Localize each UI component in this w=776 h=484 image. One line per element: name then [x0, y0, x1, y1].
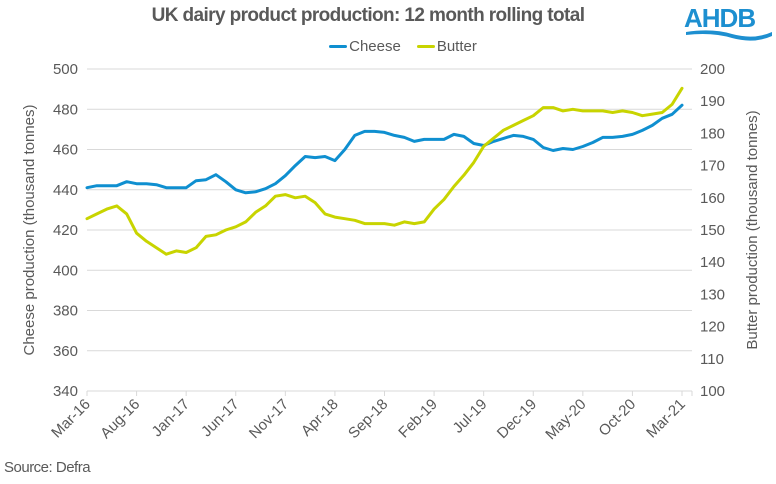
series-line-cheese	[85, 103, 684, 195]
y-right-tick-label: 180	[700, 125, 725, 142]
legend-item-butter[interactable]: Butter	[416, 38, 477, 55]
logo-text: AHDB	[684, 3, 755, 33]
x-tick-label: Dec-19	[494, 396, 540, 442]
x-tick-label: May-20	[542, 396, 589, 443]
legend-swatch-cheese	[329, 45, 348, 48]
x-tick-label: Sep-18	[345, 396, 391, 442]
y-right-tick-label: 130	[700, 286, 725, 303]
x-tick-label: Jun-17	[198, 396, 242, 440]
y-right-tick-label: 150	[700, 222, 725, 239]
chart-legend: Cheese Butter	[0, 38, 776, 55]
x-tick-label: Nov-17	[246, 396, 292, 442]
series-lines	[85, 86, 684, 256]
y-right-tick-label: 110	[700, 351, 724, 368]
y-left-tick-label: 480	[53, 101, 78, 118]
legend-label-cheese: Cheese	[349, 38, 401, 55]
y-axis-right-title: Butter production (thousand tonnes)	[744, 110, 761, 349]
y-axis-right: 100 110 120 130 140 150 160 170 180 190 200	[700, 61, 725, 400]
y-left-tick-label: 440	[53, 182, 78, 199]
logo-wave-icon	[686, 30, 772, 41]
y-right-tick-label: 190	[700, 93, 725, 110]
y-left-tick-label: 360	[53, 343, 78, 360]
y-left-tick-label: 400	[53, 262, 78, 279]
legend-swatch-butter	[416, 45, 435, 48]
x-tick-label: Jan-17	[149, 396, 193, 440]
y-left-tick-label: 340	[53, 383, 78, 400]
x-tick-label: Apr-18	[298, 396, 342, 440]
chart-title: UK dairy product production: 12 month ro…	[151, 5, 585, 26]
legend-item-cheese[interactable]: Cheese	[329, 38, 401, 55]
series-line-butter	[85, 86, 684, 256]
y-right-tick-label: 170	[700, 158, 725, 175]
x-axis: Mar-16 Aug-16 Jan-17 Jun-17 Nov-17 Apr-18 Sep-…	[48, 391, 693, 443]
y-right-tick-label: 120	[700, 319, 725, 336]
y-left-tick-label: 460	[53, 142, 78, 159]
y-left-tick-label: 420	[53, 222, 78, 239]
x-tick-label: Feb-19	[395, 396, 441, 442]
x-tick-label: Aug-16	[97, 396, 143, 442]
y-left-tick-label: 380	[53, 303, 78, 320]
y-right-tick-label: 200	[700, 61, 725, 78]
y-left-tick-label: 500	[53, 61, 78, 78]
legend-label-butter: Butter	[436, 38, 477, 55]
x-tick-label: Mar-21	[643, 396, 689, 442]
ahdb-logo: AHDB	[684, 3, 772, 41]
y-right-tick-label: 160	[700, 190, 725, 207]
source-note: Source: Defra	[4, 459, 91, 476]
y-axis-left: 340 360 380 400 420 440 460 480 500	[53, 61, 78, 400]
y-right-tick-label: 140	[700, 254, 725, 271]
y-axis-left-title: Cheese production (thousand tonnes)	[21, 104, 38, 355]
x-tick-label: Mar-16	[48, 396, 94, 442]
y-right-tick-label: 100	[700, 383, 725, 400]
gridlines	[87, 68, 692, 392]
x-tick-label: Oct-20	[595, 396, 639, 440]
x-tick-label: Jul-19	[450, 396, 491, 437]
